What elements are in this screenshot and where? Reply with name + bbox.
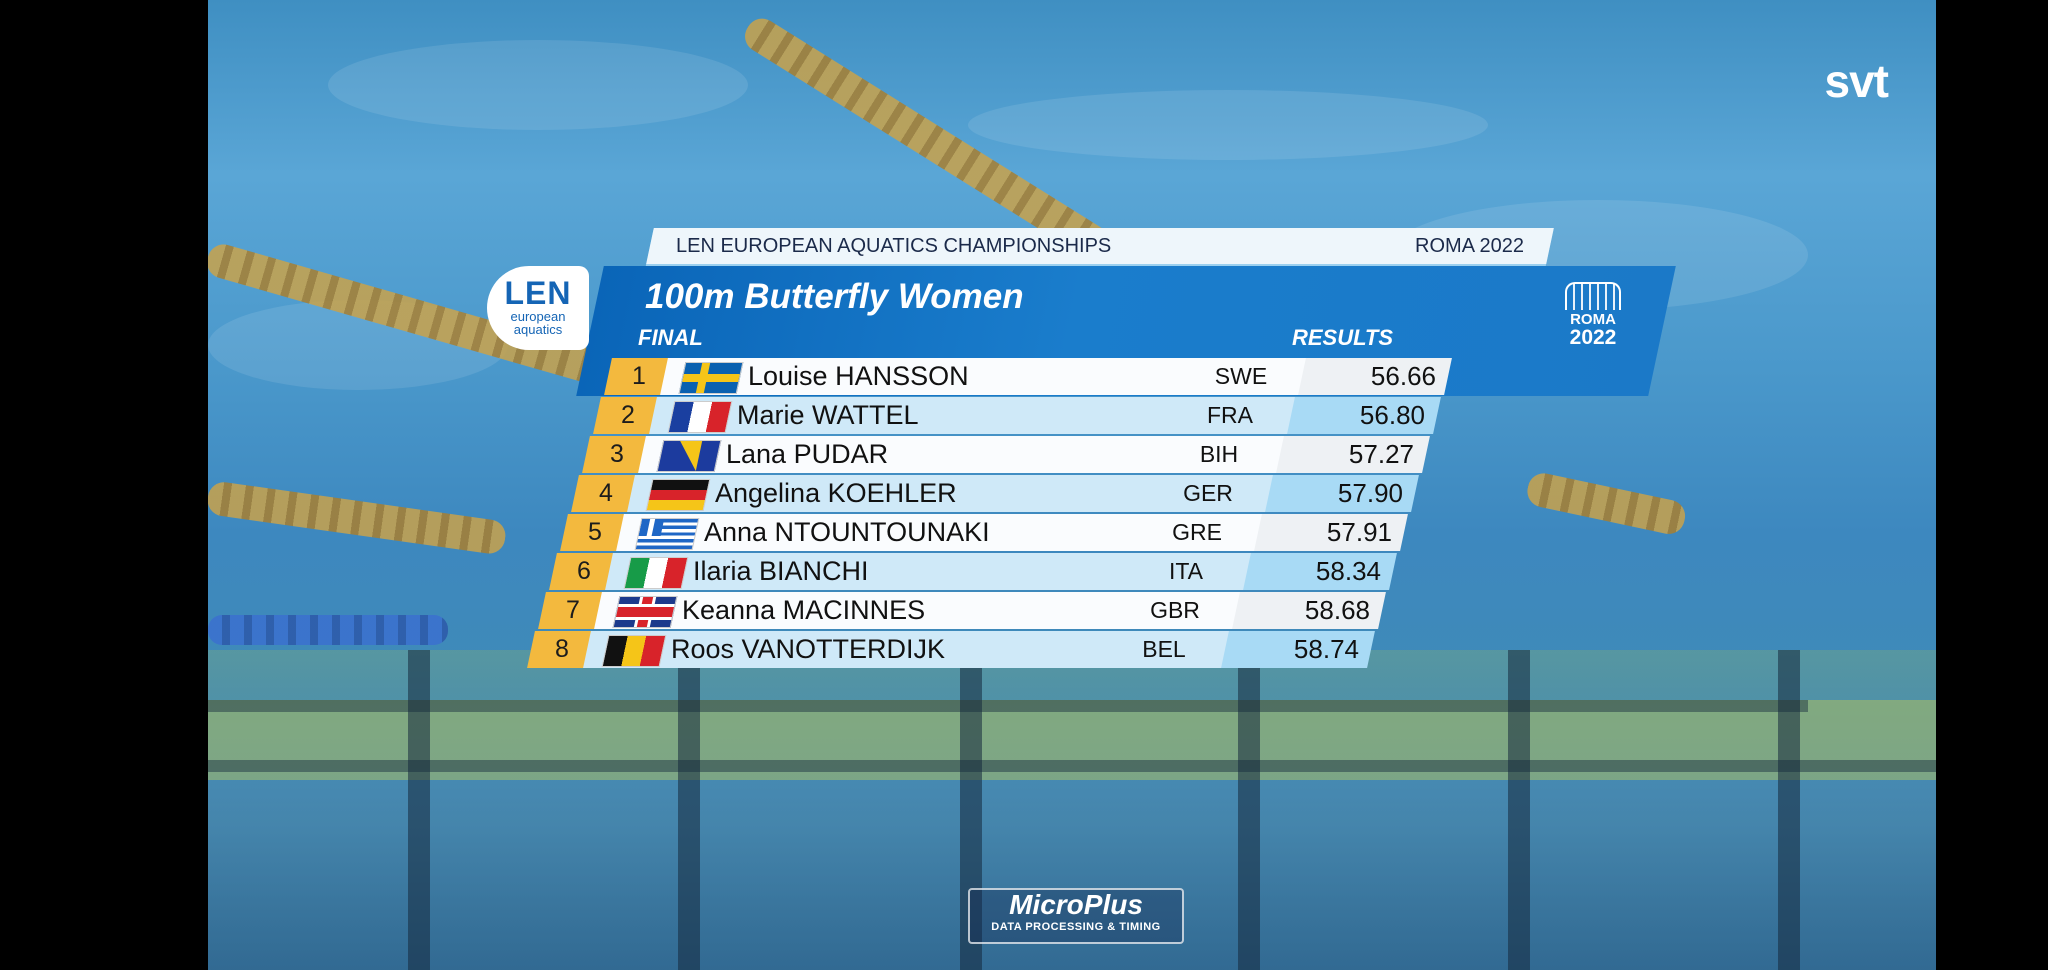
- nation-code: GER: [1183, 480, 1233, 506]
- championship-location: ROMA 2022: [1415, 234, 1524, 257]
- uk-flag-icon: [612, 596, 678, 628]
- colosseum-icon: [1565, 282, 1621, 310]
- lane-rope-blue: [208, 615, 448, 645]
- athlete-name: Angelina KOEHLER: [715, 478, 957, 508]
- athlete-name: Lana PUDAR: [726, 439, 889, 469]
- athlete-name: Marie WATTEL: [737, 400, 919, 430]
- len-logo: LEN european aquatics: [487, 266, 589, 350]
- result-row: 6 Ilaria BIANCHI ITA 58.34: [549, 553, 1413, 590]
- sponsor-tagline: DATA PROCESSING & TIMING: [991, 921, 1161, 933]
- pool-floor: [208, 650, 1936, 970]
- result-row: 3 Lana PUDAR BIH 57.27: [582, 436, 1446, 473]
- roma-logo-line2: 2022: [1569, 326, 1617, 349]
- belgium-flag-icon: [601, 635, 667, 667]
- france-flag-icon: [667, 401, 733, 433]
- broadcaster-logo: svt: [1824, 55, 1889, 107]
- nation-code: BEL: [1142, 636, 1186, 662]
- result-time: 56.80: [1359, 400, 1425, 430]
- roma-logo-line1: ROMA: [1570, 311, 1616, 328]
- results-label: RESULTS: [1292, 325, 1394, 350]
- sweden-flag-icon: [678, 362, 744, 394]
- athlete-name: Keanna MACINNES: [682, 595, 926, 625]
- len-line2: aquatics: [513, 322, 563, 337]
- timing-sponsor-logo: MicroPlus DATA PROCESSING & TIMING: [968, 888, 1184, 944]
- len-mark: LEN: [504, 275, 572, 311]
- athlete-name: Roos VANOTTERDIJK: [671, 634, 946, 664]
- result-time: 57.90: [1337, 478, 1403, 508]
- greece-flag-icon: [634, 518, 700, 550]
- nation-code: ITA: [1168, 558, 1204, 584]
- result-row: 8 Roos VANOTTERDIJK BEL 58.74: [527, 631, 1391, 668]
- nation-code: BIH: [1199, 441, 1239, 467]
- round-label: FINAL: [638, 325, 703, 350]
- result-time: 57.27: [1348, 439, 1414, 469]
- nation-code: SWE: [1214, 363, 1268, 389]
- result-time: 56.66: [1370, 361, 1436, 391]
- roma-2022-logo: ROMA 2022: [1562, 282, 1624, 348]
- athlete-name: Anna NTOUNTOUNAKI: [704, 517, 990, 547]
- championship-strip: LEN EUROPEAN AQUATICS CHAMPIONSHIPS ROMA…: [646, 228, 1554, 264]
- sponsor-name: MicroPlus: [1009, 889, 1143, 920]
- result-row: 7 Keanna MACINNES GBR 58.68: [538, 592, 1402, 629]
- result-time: 58.34: [1315, 556, 1381, 586]
- bosnia-flag-icon: [656, 440, 722, 472]
- result-row: 1 Louise HANSSON SWE 56.66: [604, 358, 1468, 395]
- italy-flag-icon: [623, 557, 689, 589]
- result-row: 2 Marie WATTEL FRA 56.80: [593, 397, 1457, 434]
- result-row: 4 Angelina KOEHLER GER 57.90: [571, 475, 1435, 512]
- championship-title: LEN EUROPEAN AQUATICS CHAMPIONSHIPS: [676, 234, 1112, 257]
- result-time: 58.68: [1304, 595, 1370, 625]
- len-line1: european: [510, 309, 566, 324]
- athlete-name: Louise HANSSON: [748, 361, 969, 391]
- result-row: 5 Anna NTOUNTOUNAKI GRE 57.91: [560, 514, 1424, 551]
- video-frame: [208, 0, 1936, 970]
- nation-code: FRA: [1207, 402, 1253, 428]
- athlete-name: Ilaria BIANCHI: [693, 556, 869, 586]
- event-title: 100m Butterfly Women: [645, 277, 1024, 316]
- result-time: 58.74: [1293, 634, 1359, 664]
- nation-code: GRE: [1172, 519, 1222, 545]
- nation-code: GBR: [1150, 597, 1200, 623]
- germany-flag-icon: [645, 479, 711, 511]
- result-time: 57.91: [1326, 517, 1392, 547]
